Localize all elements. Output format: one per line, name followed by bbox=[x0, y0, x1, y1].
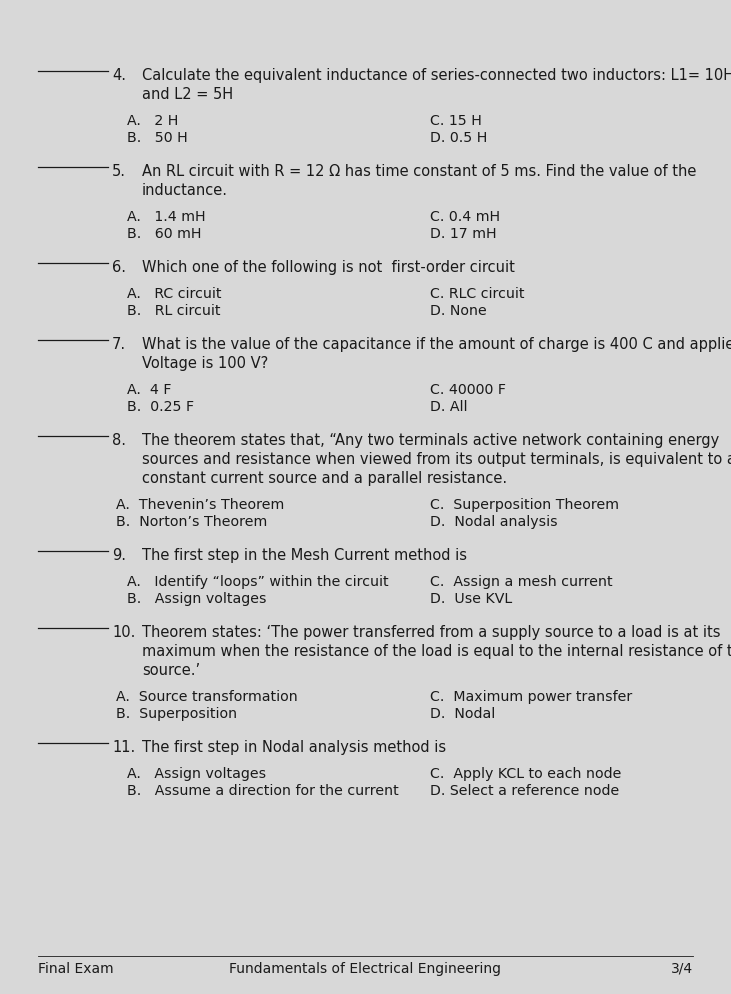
Text: An RL circuit with R = 12 Ω has time constant of 5 ms. Find the value of the: An RL circuit with R = 12 Ω has time con… bbox=[142, 164, 697, 179]
Text: Theorem states: ‘The power transferred from a supply source to a load is at its: Theorem states: ‘The power transferred f… bbox=[142, 625, 721, 640]
Text: sources and resistance when viewed from its output terminals, is equivalent to a: sources and resistance when viewed from … bbox=[142, 452, 731, 467]
Text: C. 40000 F: C. 40000 F bbox=[430, 383, 506, 397]
Text: 6.: 6. bbox=[112, 260, 126, 275]
Text: B.  0.25 F: B. 0.25 F bbox=[127, 400, 194, 414]
Text: Fundamentals of Electrical Engineering: Fundamentals of Electrical Engineering bbox=[229, 962, 501, 976]
Text: 11.: 11. bbox=[112, 740, 135, 755]
Text: D.  Nodal: D. Nodal bbox=[430, 707, 495, 721]
Text: D. None: D. None bbox=[430, 304, 487, 318]
Text: 9.: 9. bbox=[112, 548, 126, 563]
Text: 5.: 5. bbox=[112, 164, 126, 179]
Text: Voltage is 100 V?: Voltage is 100 V? bbox=[142, 356, 268, 371]
Text: 10.: 10. bbox=[112, 625, 135, 640]
Text: C.  Maximum power transfer: C. Maximum power transfer bbox=[430, 690, 632, 704]
Text: 3/4: 3/4 bbox=[671, 962, 693, 976]
Text: B.   Assume a direction for the current: B. Assume a direction for the current bbox=[127, 784, 398, 798]
Text: 4.: 4. bbox=[112, 68, 126, 83]
Text: A.   Identify “loops” within the circuit: A. Identify “loops” within the circuit bbox=[127, 575, 389, 589]
Text: A.   2 H: A. 2 H bbox=[127, 114, 178, 128]
Text: Which one of the following is not  first-order circuit: Which one of the following is not first-… bbox=[142, 260, 515, 275]
Text: A.  Source transformation: A. Source transformation bbox=[116, 690, 298, 704]
Text: B.  Norton’s Theorem: B. Norton’s Theorem bbox=[116, 515, 268, 529]
Text: A.  Thevenin’s Theorem: A. Thevenin’s Theorem bbox=[116, 498, 284, 512]
Text: C.  Apply KCL to each node: C. Apply KCL to each node bbox=[430, 767, 621, 781]
Text: A.   RC circuit: A. RC circuit bbox=[127, 287, 221, 301]
Text: source.’: source.’ bbox=[142, 663, 200, 678]
Text: Calculate the equivalent inductance of series-connected two inductors: L1= 10H: Calculate the equivalent inductance of s… bbox=[142, 68, 731, 83]
Text: A.   Assign voltages: A. Assign voltages bbox=[127, 767, 266, 781]
Text: B.   60 mH: B. 60 mH bbox=[127, 227, 202, 241]
Text: and L2 = 5H: and L2 = 5H bbox=[142, 87, 233, 102]
Text: inductance.: inductance. bbox=[142, 183, 228, 198]
Text: The theorem states that, “Any two terminals active network containing energy: The theorem states that, “Any two termin… bbox=[142, 433, 719, 448]
Text: D.  Nodal analysis: D. Nodal analysis bbox=[430, 515, 558, 529]
Text: Final Exam: Final Exam bbox=[38, 962, 113, 976]
Text: The first step in the Mesh Current method is: The first step in the Mesh Current metho… bbox=[142, 548, 467, 563]
Text: 8.: 8. bbox=[112, 433, 126, 448]
Text: D. 17 mH: D. 17 mH bbox=[430, 227, 496, 241]
Text: C.  Superposition Theorem: C. Superposition Theorem bbox=[430, 498, 619, 512]
Text: A.  4 F: A. 4 F bbox=[127, 383, 171, 397]
Text: B.   RL circuit: B. RL circuit bbox=[127, 304, 221, 318]
Text: B.  Superposition: B. Superposition bbox=[116, 707, 237, 721]
Text: constant current source and a parallel resistance.: constant current source and a parallel r… bbox=[142, 471, 507, 486]
Text: C.  Assign a mesh current: C. Assign a mesh current bbox=[430, 575, 613, 589]
Text: D. Select a reference node: D. Select a reference node bbox=[430, 784, 619, 798]
Text: B.   50 H: B. 50 H bbox=[127, 131, 188, 145]
Text: C. RLC circuit: C. RLC circuit bbox=[430, 287, 525, 301]
Text: maximum when the resistance of the load is equal to the internal resistance of t: maximum when the resistance of the load … bbox=[142, 644, 731, 659]
Text: A.   1.4 mH: A. 1.4 mH bbox=[127, 210, 205, 224]
Text: D. All: D. All bbox=[430, 400, 468, 414]
Text: D. 0.5 H: D. 0.5 H bbox=[430, 131, 488, 145]
Text: What is the value of the capacitance if the amount of charge is 400 C and applie: What is the value of the capacitance if … bbox=[142, 337, 731, 352]
Text: C. 15 H: C. 15 H bbox=[430, 114, 482, 128]
Text: B.   Assign voltages: B. Assign voltages bbox=[127, 592, 267, 606]
Text: D.  Use KVL: D. Use KVL bbox=[430, 592, 512, 606]
Text: 7.: 7. bbox=[112, 337, 126, 352]
Text: C. 0.4 mH: C. 0.4 mH bbox=[430, 210, 500, 224]
Text: The first step in Nodal analysis method is: The first step in Nodal analysis method … bbox=[142, 740, 446, 755]
